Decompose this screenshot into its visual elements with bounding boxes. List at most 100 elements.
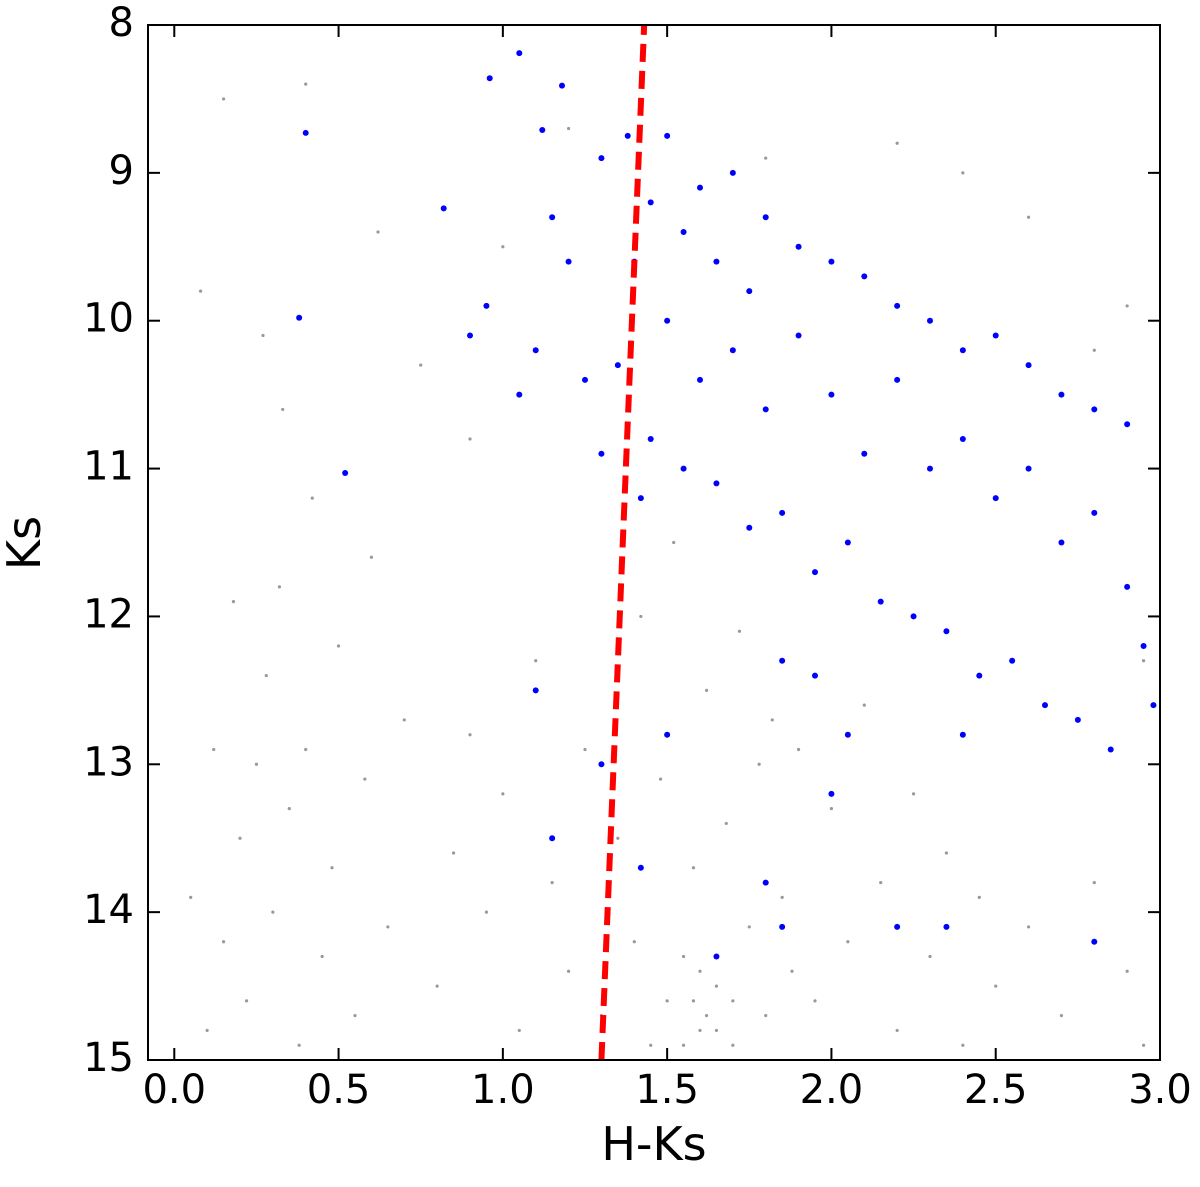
point — [614, 362, 621, 369]
point — [212, 747, 216, 752]
x-tick-label: 1.5 — [635, 1067, 699, 1113]
point — [532, 347, 539, 354]
point — [1150, 702, 1157, 709]
point — [961, 1043, 965, 1047]
point — [231, 600, 236, 604]
point — [764, 156, 768, 160]
point — [559, 82, 565, 89]
point — [1026, 925, 1031, 929]
point — [1091, 938, 1098, 945]
point — [1091, 509, 1098, 516]
point — [762, 406, 769, 413]
y-tick-label: 8 — [109, 0, 134, 46]
point — [813, 999, 817, 1003]
point — [647, 436, 654, 442]
point — [691, 866, 696, 870]
point — [1092, 880, 1096, 885]
point — [770, 718, 774, 722]
point — [353, 1014, 357, 1018]
point — [861, 450, 868, 457]
point — [961, 171, 965, 175]
point — [189, 895, 193, 899]
point — [779, 657, 786, 664]
plot-frame — [147, 24, 1161, 1061]
point — [910, 613, 917, 620]
point — [486, 75, 493, 82]
point — [780, 895, 784, 899]
point — [550, 880, 554, 885]
point — [637, 495, 644, 502]
point — [516, 50, 523, 57]
point — [304, 82, 308, 86]
point — [681, 954, 686, 959]
point — [1058, 539, 1065, 546]
point — [844, 539, 851, 546]
point — [451, 851, 456, 855]
point — [665, 999, 669, 1003]
point — [566, 969, 571, 973]
point — [616, 836, 620, 840]
point — [244, 999, 249, 1003]
point — [1042, 702, 1048, 709]
point — [565, 258, 572, 265]
x-tick-label: 3.0 — [1128, 1067, 1192, 1113]
point — [264, 673, 268, 678]
point — [598, 155, 605, 162]
point — [927, 317, 933, 324]
point — [205, 1028, 209, 1033]
point — [664, 731, 671, 738]
y-tick-label: 15 — [83, 1035, 134, 1081]
y-tick-label: 9 — [109, 148, 134, 194]
point — [746, 288, 753, 295]
plot-area — [189, 25, 1157, 1060]
point — [812, 672, 818, 679]
point — [895, 141, 899, 145]
point — [1125, 304, 1129, 308]
point — [1091, 406, 1098, 413]
point — [1140, 643, 1147, 649]
point — [484, 910, 489, 914]
point — [681, 1043, 686, 1047]
point — [637, 864, 644, 871]
point — [977, 895, 981, 899]
point — [639, 614, 643, 619]
point — [221, 97, 226, 101]
x-tick-label: 1.0 — [471, 1067, 535, 1113]
point — [680, 229, 687, 235]
point — [467, 332, 473, 339]
point — [698, 1028, 702, 1033]
point — [731, 1043, 735, 1047]
y-tick-label: 14 — [83, 887, 134, 933]
point — [713, 480, 720, 487]
point — [261, 333, 265, 338]
point — [664, 317, 671, 324]
point — [198, 289, 203, 293]
point — [672, 540, 676, 545]
point — [649, 1043, 653, 1047]
point — [1026, 215, 1031, 219]
point — [757, 762, 761, 766]
point — [402, 718, 406, 722]
point — [698, 969, 702, 973]
point — [297, 1043, 301, 1047]
point — [624, 132, 631, 139]
point — [1125, 969, 1129, 973]
point — [762, 214, 769, 221]
point — [1059, 1014, 1064, 1018]
point — [468, 733, 472, 737]
point — [501, 792, 505, 796]
point — [598, 761, 605, 768]
point — [566, 126, 571, 131]
point — [862, 703, 866, 707]
point — [287, 807, 291, 811]
point — [992, 332, 999, 339]
point — [746, 524, 753, 531]
point — [1141, 659, 1146, 663]
point — [994, 984, 998, 988]
point — [877, 598, 884, 605]
point — [795, 243, 802, 250]
point — [943, 628, 950, 635]
point — [376, 230, 380, 234]
x-tick-label: 2.0 — [800, 1067, 864, 1113]
point — [320, 954, 324, 959]
